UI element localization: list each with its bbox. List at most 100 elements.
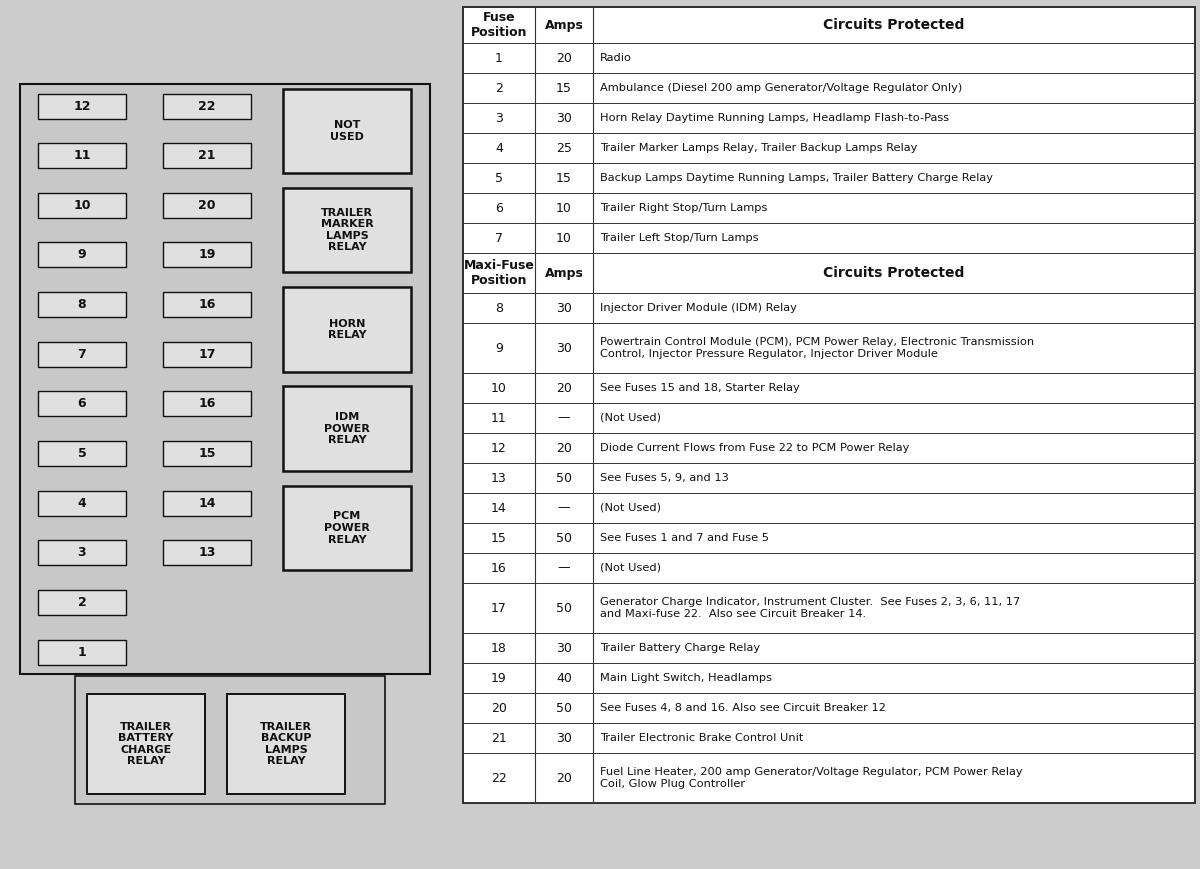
Text: Powertrain Control Module (PCM), PCM Power Relay, Electronic Transmission
Contro: Powertrain Control Module (PCM), PCM Pow… <box>600 337 1034 359</box>
Text: Trailer Marker Lamps Relay, Trailer Backup Lamps Relay: Trailer Marker Lamps Relay, Trailer Back… <box>600 143 917 153</box>
Text: 20: 20 <box>556 381 572 395</box>
Text: 9: 9 <box>78 249 86 262</box>
Text: 20: 20 <box>556 51 572 64</box>
FancyBboxPatch shape <box>38 640 126 665</box>
Text: See Fuses 15 and 18, Starter Relay: See Fuses 15 and 18, Starter Relay <box>600 383 799 393</box>
Text: 7: 7 <box>496 231 503 244</box>
Text: 12: 12 <box>73 99 91 112</box>
Text: 7: 7 <box>78 348 86 361</box>
Text: 30: 30 <box>556 641 572 654</box>
FancyBboxPatch shape <box>283 387 410 471</box>
Text: 15: 15 <box>491 532 506 545</box>
FancyBboxPatch shape <box>38 292 126 317</box>
FancyBboxPatch shape <box>38 143 126 168</box>
Text: 11: 11 <box>73 149 91 163</box>
Text: —: — <box>558 501 570 514</box>
Text: 6: 6 <box>496 202 503 215</box>
Text: 17: 17 <box>491 601 506 614</box>
Text: 20: 20 <box>198 199 216 212</box>
Text: 16: 16 <box>198 298 216 311</box>
FancyBboxPatch shape <box>283 287 410 372</box>
Text: 15: 15 <box>556 171 572 184</box>
Text: 40: 40 <box>556 672 572 685</box>
Text: 21: 21 <box>491 732 506 745</box>
Text: Circuits Protected: Circuits Protected <box>823 266 965 280</box>
Text: See Fuses 5, 9, and 13: See Fuses 5, 9, and 13 <box>600 473 728 483</box>
Text: 19: 19 <box>491 672 506 685</box>
FancyBboxPatch shape <box>163 143 251 168</box>
Text: 21: 21 <box>198 149 216 163</box>
Text: 19: 19 <box>198 249 216 262</box>
Text: 17: 17 <box>198 348 216 361</box>
FancyBboxPatch shape <box>227 694 346 794</box>
FancyBboxPatch shape <box>38 590 126 615</box>
Text: 50: 50 <box>556 472 572 485</box>
Text: 15: 15 <box>556 82 572 95</box>
Text: 6: 6 <box>78 397 86 410</box>
FancyBboxPatch shape <box>163 491 251 515</box>
Text: Fuse
Position: Fuse Position <box>470 11 527 39</box>
Text: Fuel Line Heater, 200 amp Generator/Voltage Regulator, PCM Power Relay
Coil, Glo: Fuel Line Heater, 200 amp Generator/Volt… <box>600 767 1022 789</box>
Text: Diode Current Flows from Fuse 22 to PCM Power Relay: Diode Current Flows from Fuse 22 to PCM … <box>600 443 910 453</box>
Text: —: — <box>558 412 570 424</box>
FancyBboxPatch shape <box>163 342 251 367</box>
Text: Trailer Electronic Brake Control Unit: Trailer Electronic Brake Control Unit <box>600 733 803 743</box>
Text: Maxi-Fuse
Position: Maxi-Fuse Position <box>463 259 534 287</box>
Text: 4: 4 <box>496 142 503 155</box>
Text: 13: 13 <box>198 547 216 560</box>
Text: Amps: Amps <box>545 18 583 31</box>
Text: —: — <box>558 561 570 574</box>
Text: 50: 50 <box>556 532 572 545</box>
Text: 25: 25 <box>556 142 572 155</box>
Text: See Fuses 1 and 7 and Fuse 5: See Fuses 1 and 7 and Fuse 5 <box>600 533 769 543</box>
Text: Horn Relay Daytime Running Lamps, Headlamp Flash-to-Pass: Horn Relay Daytime Running Lamps, Headla… <box>600 113 949 123</box>
FancyBboxPatch shape <box>283 188 410 272</box>
Text: Main Light Switch, Headlamps: Main Light Switch, Headlamps <box>600 673 772 683</box>
FancyBboxPatch shape <box>38 242 126 268</box>
Text: See Fuses 4, 8 and 16. Also see Circuit Breaker 12: See Fuses 4, 8 and 16. Also see Circuit … <box>600 703 886 713</box>
Text: 16: 16 <box>491 561 506 574</box>
Text: 20: 20 <box>491 701 506 714</box>
Text: (Not Used): (Not Used) <box>600 503 661 513</box>
Text: HORN
RELAY: HORN RELAY <box>328 319 366 340</box>
Text: Trailer Right Stop/Turn Lamps: Trailer Right Stop/Turn Lamps <box>600 203 767 213</box>
Text: Circuits Protected: Circuits Protected <box>823 18 965 32</box>
FancyBboxPatch shape <box>38 342 126 367</box>
Text: 10: 10 <box>73 199 91 212</box>
FancyBboxPatch shape <box>463 7 1195 803</box>
Text: 12: 12 <box>491 441 506 454</box>
Text: 16: 16 <box>198 397 216 410</box>
FancyBboxPatch shape <box>38 491 126 515</box>
Text: TRAILER
MARKER
LAMPS
RELAY: TRAILER MARKER LAMPS RELAY <box>320 208 373 253</box>
FancyBboxPatch shape <box>38 441 126 466</box>
Text: (Not Used): (Not Used) <box>600 563 661 573</box>
Text: 20: 20 <box>556 441 572 454</box>
Text: 5: 5 <box>496 171 503 184</box>
FancyBboxPatch shape <box>163 541 251 565</box>
Text: 10: 10 <box>491 381 506 395</box>
FancyBboxPatch shape <box>38 391 126 416</box>
Text: 18: 18 <box>491 641 506 654</box>
Text: NOT
USED: NOT USED <box>330 120 364 142</box>
FancyBboxPatch shape <box>38 541 126 565</box>
FancyBboxPatch shape <box>88 694 205 794</box>
Text: 1: 1 <box>496 51 503 64</box>
Text: Trailer Left Stop/Turn Lamps: Trailer Left Stop/Turn Lamps <box>600 233 758 243</box>
FancyBboxPatch shape <box>38 193 126 218</box>
Text: Radio: Radio <box>600 53 632 63</box>
Text: Generator Charge Indicator, Instrument Cluster.  See Fuses 2, 3, 6, 11, 17
and M: Generator Charge Indicator, Instrument C… <box>600 597 1020 619</box>
Text: 14: 14 <box>198 496 216 509</box>
FancyBboxPatch shape <box>163 292 251 317</box>
FancyBboxPatch shape <box>283 486 410 570</box>
Text: 4: 4 <box>78 496 86 509</box>
FancyBboxPatch shape <box>38 94 126 118</box>
Text: Backup Lamps Daytime Running Lamps, Trailer Battery Charge Relay: Backup Lamps Daytime Running Lamps, Trai… <box>600 173 994 183</box>
Text: 2: 2 <box>78 596 86 609</box>
Text: 9: 9 <box>496 342 503 355</box>
Text: 20: 20 <box>556 772 572 785</box>
Text: 30: 30 <box>556 342 572 355</box>
Text: (Not Used): (Not Used) <box>600 413 661 423</box>
Text: Ambulance (Diesel 200 amp Generator/Voltage Regulator Only): Ambulance (Diesel 200 amp Generator/Volt… <box>600 83 962 93</box>
FancyBboxPatch shape <box>163 193 251 218</box>
Text: 22: 22 <box>491 772 506 785</box>
